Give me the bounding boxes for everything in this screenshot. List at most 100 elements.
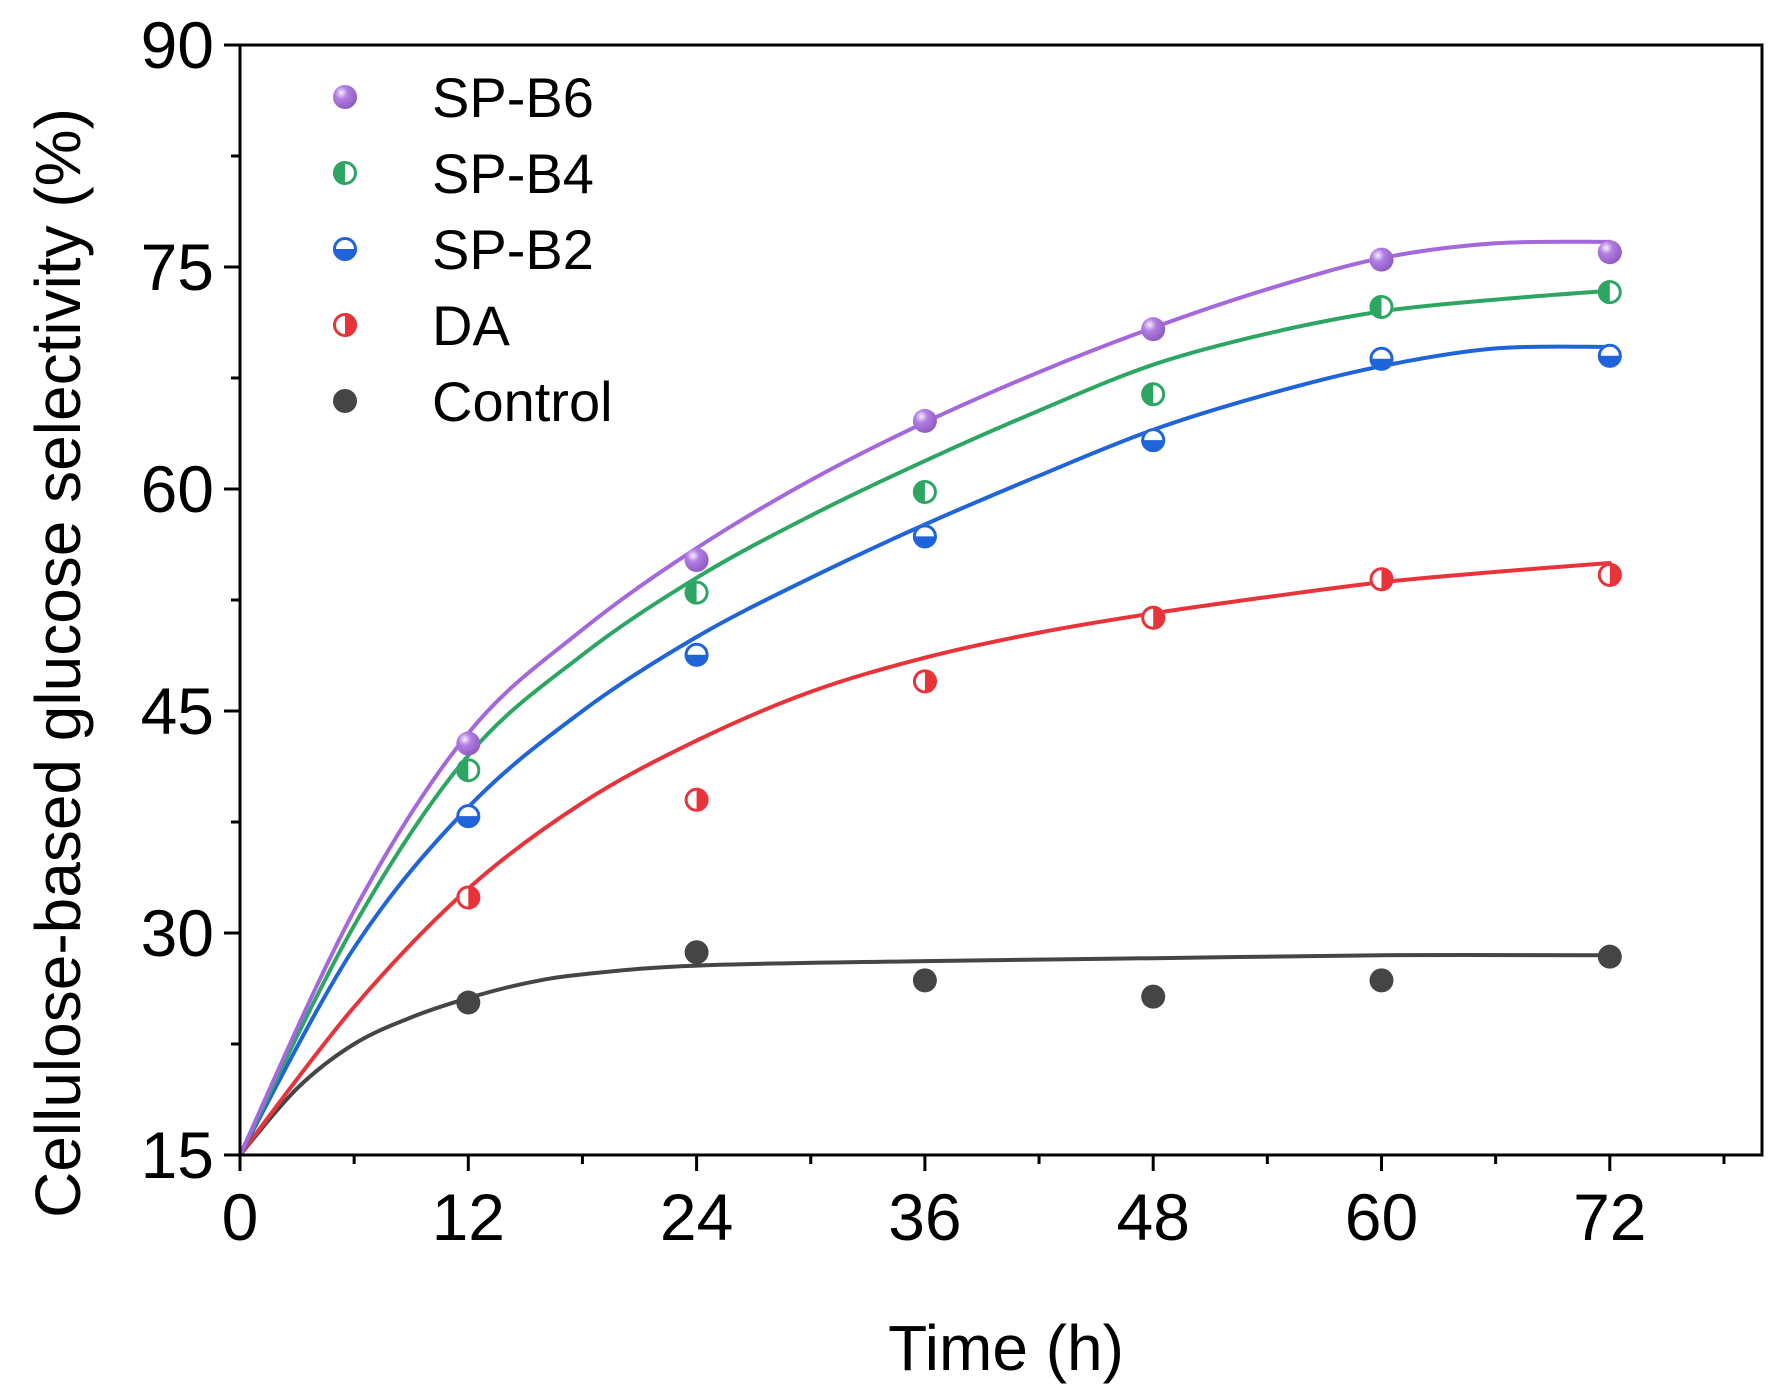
data-point-sp-b4-ring	[1141, 382, 1166, 407]
legend-item-sp-b4: SP-B4	[333, 142, 594, 205]
legend-label-sp-b2: SP-B2	[432, 218, 594, 281]
data-point-sp-b6-shade	[456, 731, 481, 756]
data-point-sp-b6	[1597, 240, 1622, 265]
data-point-control	[1141, 984, 1166, 1009]
legend-label-sp-b6: SP-B6	[432, 66, 594, 129]
legend-label-sp-b4: SP-B4	[432, 142, 594, 205]
data-point-sp-b4-ring	[912, 479, 937, 504]
legend-label-control: Control	[432, 370, 613, 433]
data-point-da-ring	[456, 885, 481, 910]
data-point-control	[1369, 968, 1394, 993]
data-point-da	[1369, 567, 1394, 592]
legend-marker-sp-b4-ring	[333, 161, 357, 185]
data-point-sp-b2	[1369, 346, 1394, 371]
data-point-da	[912, 669, 937, 694]
y-tick-label: 15	[141, 1118, 214, 1192]
legend-marker-sp-b6	[333, 85, 357, 109]
data-point-sp-b2-ring	[456, 804, 481, 829]
x-tick-label: 48	[1116, 1180, 1189, 1254]
y-axis-label: Cellulose-based glucose selectivity (%)	[22, 108, 94, 1218]
y-tick-label: 45	[141, 674, 214, 748]
data-point-sp-b4	[456, 758, 481, 783]
data-point-da	[456, 885, 481, 910]
data-point-sp-b4	[1597, 280, 1622, 305]
data-point-control-fill	[1597, 944, 1622, 969]
y-tick-label: 75	[141, 230, 214, 304]
x-axis-label: Time (h)	[888, 1312, 1124, 1384]
data-point-control-fill	[684, 940, 709, 965]
data-point-sp-b6-shade	[1369, 247, 1394, 272]
data-point-da	[1141, 605, 1166, 630]
data-point-sp-b2-ring	[1141, 428, 1166, 453]
legend-marker-da	[333, 313, 357, 337]
y-tick-label: 30	[141, 896, 214, 970]
data-point-sp-b2-ring	[912, 524, 937, 549]
data-point-sp-b6	[1369, 247, 1394, 272]
data-point-da-ring	[1369, 567, 1394, 592]
data-point-da-ring	[912, 669, 937, 694]
x-tick-label: 36	[888, 1180, 961, 1254]
data-point-sp-b2	[456, 804, 481, 829]
y-tick-label: 60	[141, 452, 214, 526]
legend-marker-da-ring	[333, 313, 357, 337]
data-point-sp-b4	[1369, 294, 1394, 319]
data-point-control	[912, 968, 937, 993]
data-point-sp-b2	[912, 524, 937, 549]
data-point-control	[684, 940, 709, 965]
x-tick-label: 60	[1345, 1180, 1418, 1254]
data-point-sp-b4-ring	[1597, 280, 1622, 305]
data-point-sp-b2	[684, 642, 709, 667]
data-point-sp-b6-shade	[684, 548, 709, 573]
x-tick-label: 12	[432, 1180, 505, 1254]
axes: 0 12 24 36 48 60 72 15 30 45 60 75 90	[141, 8, 1764, 1254]
data-point-control-fill	[456, 990, 481, 1015]
legend-marker-sp-b4	[333, 161, 357, 185]
legend-item-sp-b6: SP-B6	[333, 66, 594, 129]
data-point-control-fill	[1141, 984, 1166, 1009]
x-tick-label: 0	[222, 1180, 259, 1254]
data-point-sp-b6	[456, 731, 481, 756]
data-point-sp-b2	[1141, 428, 1166, 453]
data-point-control-fill	[912, 968, 937, 993]
plot-area	[238, 239, 1622, 1157]
data-point-sp-b4	[684, 580, 709, 605]
data-point-da-ring	[684, 787, 709, 812]
data-point-sp-b2-ring	[1369, 346, 1394, 371]
legend: SP-B6 SP-B4 SP-B2 DA Control	[333, 66, 613, 433]
legend-marker-control-fill	[333, 389, 357, 413]
data-point-sp-b6-shade	[1597, 240, 1622, 265]
data-point-sp-b6	[684, 548, 709, 573]
plot-frame	[238, 43, 1764, 1157]
data-point-sp-b4-ring	[456, 758, 481, 783]
data-point-sp-b4-ring	[684, 580, 709, 605]
data-point-sp-b4	[912, 479, 937, 504]
legend-label-da: DA	[432, 294, 510, 357]
legend-item-control: Control	[333, 370, 613, 433]
y-tick-label: 90	[141, 8, 214, 82]
series-line-sp-b6	[238, 239, 1612, 1157]
data-point-control	[1597, 944, 1622, 969]
data-point-sp-b2-ring	[1597, 343, 1622, 368]
legend-marker-control	[333, 389, 357, 413]
series-line-sp-b4	[238, 288, 1612, 1157]
data-point-sp-b2	[1597, 343, 1622, 368]
data-point-sp-b2-ring	[684, 642, 709, 667]
series-line-sp-b2	[238, 344, 1612, 1157]
legend-marker-sp-b6-shade	[333, 85, 357, 109]
data-point-control-fill	[1369, 968, 1394, 993]
data-point-da-ring	[1597, 562, 1622, 587]
data-point-sp-b6	[1141, 317, 1166, 342]
x-tick-label: 24	[660, 1180, 733, 1254]
data-point-sp-b6-shade	[912, 408, 937, 433]
data-point-control	[456, 990, 481, 1015]
data-point-sp-b4	[1141, 382, 1166, 407]
x-tick-label: 72	[1573, 1180, 1646, 1254]
data-point-sp-b4-ring	[1369, 294, 1394, 319]
legend-marker-sp-b2	[333, 237, 357, 261]
legend-item-sp-b2: SP-B2	[333, 218, 594, 281]
data-point-da	[1597, 562, 1622, 587]
data-point-da	[684, 787, 709, 812]
legend-item-da: DA	[333, 294, 510, 357]
series-line-control	[238, 952, 1612, 1157]
data-point-sp-b6	[912, 408, 937, 433]
